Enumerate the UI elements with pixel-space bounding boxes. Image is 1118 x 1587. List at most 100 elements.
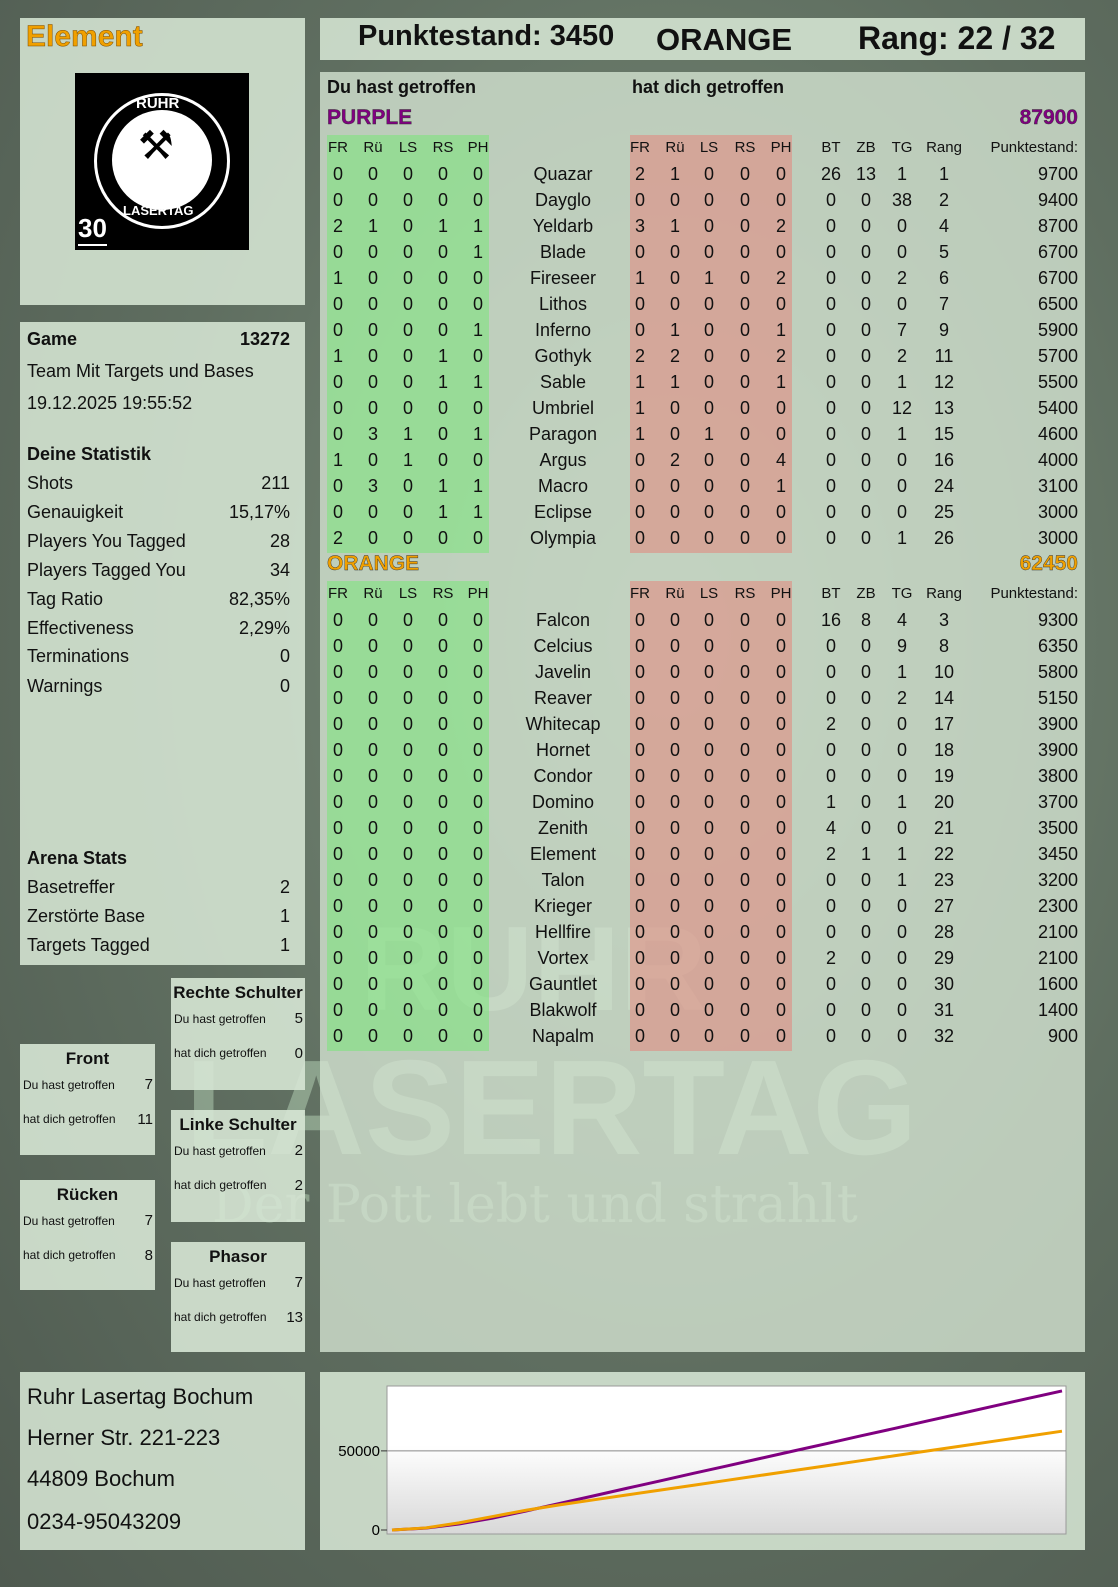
column-header: Punktestand:: [990, 585, 1078, 602]
table-row: 1 0 0 0 0 Fireseer 1 0 1 0 2 0 0 2 6 6700: [320, 268, 1085, 294]
stat-cell: 0: [472, 948, 484, 968]
stat-cell: 1: [775, 320, 787, 340]
table-row: 0 0 0 0 0 Hellfire 0 0 0 0 0 0 0 0 28 2100: [320, 922, 1085, 948]
column-header: Rü: [665, 139, 685, 156]
zone-hit-by-label: hat dich getroffen: [23, 1248, 116, 1262]
stat-cell: 0: [703, 1000, 715, 1020]
stat-cell: 0: [896, 1026, 908, 1046]
stat-cell: 0: [367, 346, 379, 366]
stat-cell: 0: [402, 662, 414, 682]
score-cell: 3100: [1037, 476, 1078, 496]
stat-cell: 0: [860, 294, 872, 314]
stat-cell: 0: [703, 974, 715, 994]
player-name: Element: [26, 20, 143, 54]
stat-cell: 0: [367, 948, 379, 968]
column-header: PH: [770, 585, 792, 602]
column-header: RS: [432, 585, 454, 602]
player-name-cell: Inferno: [534, 320, 592, 340]
stat-cell: 0: [634, 974, 646, 994]
stat-cell: 0: [634, 528, 646, 548]
stat-cell: 0: [896, 502, 908, 522]
stat-cell: 0: [775, 714, 787, 734]
stat-cell: 0: [739, 346, 751, 366]
stat-cell: 0: [472, 164, 484, 184]
team-score: 62450: [1019, 552, 1078, 575]
stat-cell: 0: [367, 610, 379, 630]
stat-cell: 0: [437, 268, 449, 288]
stat-cell: 0: [367, 190, 379, 210]
stat-cell: 0: [332, 948, 344, 968]
stat-cell: 0: [332, 792, 344, 812]
arena-label: Basetreffer: [27, 877, 115, 897]
stat-cell: 1: [703, 268, 715, 288]
stat-cell: 1: [472, 242, 484, 262]
player-name-cell: Reaver: [533, 688, 593, 708]
score-cell: 9400: [1037, 190, 1078, 210]
zone-hit-by-label: hat dich getroffen: [174, 1178, 267, 1192]
chart-panel: 0 50000: [320, 1372, 1085, 1550]
stat-cell: 0: [860, 502, 872, 522]
player-name-cell: Whitecap: [525, 714, 601, 734]
stat-cell: 38: [891, 190, 913, 210]
stat-cell: 0: [402, 714, 414, 734]
venue-city: 44809 Bochum: [27, 1466, 175, 1491]
stat-cell: 0: [896, 974, 908, 994]
stat-cell: 0: [402, 610, 414, 630]
plot-area: [386, 1385, 1067, 1535]
stat-cell: 0: [634, 896, 646, 916]
stat-cell: 1: [367, 216, 379, 236]
stat-cell: 17: [933, 714, 955, 734]
stat-cell: 0: [669, 424, 681, 444]
hit-you-band: [630, 581, 792, 1051]
stat-cell: 0: [825, 740, 837, 760]
stat-cell: 0: [739, 528, 751, 548]
column-header: LS: [699, 139, 719, 156]
stat-cell: 0: [669, 1026, 681, 1046]
stat-cell: 2: [825, 948, 837, 968]
stat-cell: 0: [402, 346, 414, 366]
column-header: TG: [891, 139, 913, 156]
player-name-cell: Element: [529, 844, 597, 864]
table-row: 0 0 0 0 0 Umbriel 1 0 0 0 0 0 0 12 13 5400: [320, 398, 1085, 424]
stat-cell: 15: [933, 424, 955, 444]
stat-cell: 0: [634, 320, 646, 340]
stat-cell: 0: [896, 242, 908, 262]
stat-cell: 0: [332, 740, 344, 760]
column-header: Rang: [926, 139, 962, 156]
stat-cell: 0: [402, 164, 414, 184]
stat-label: Terminations: [27, 646, 130, 666]
stat-cell: 0: [472, 398, 484, 418]
stat-cell: 0: [437, 610, 449, 630]
stat-cell: 0: [472, 740, 484, 760]
player-name-cell: Eclipse: [533, 502, 593, 522]
player-name-cell: Talon: [541, 870, 585, 890]
player-name-cell: Vortex: [537, 948, 589, 968]
stat-cell: 0: [367, 502, 379, 522]
stat-cell: 5: [938, 242, 950, 262]
stat-cell: 0: [825, 320, 837, 340]
player-name-cell: Blade: [539, 242, 587, 262]
stat-cell: 0: [367, 714, 379, 734]
stat-cell: 0: [775, 740, 787, 760]
stat-cell: 0: [825, 502, 837, 522]
stat-value: 211: [261, 473, 290, 493]
stat-cell: 0: [332, 688, 344, 708]
stat-cell: 0: [739, 818, 751, 838]
player-name-cell: Yeldarb: [532, 216, 594, 236]
stat-cell: 0: [739, 476, 751, 496]
table-row: 0 0 0 0 0 Element 0 0 0 0 0 2 1 1 22 3450: [320, 844, 1085, 870]
stat-cell: 1: [437, 216, 449, 236]
logo-text: LASERTAG: [123, 203, 194, 218]
stat-cell: 0: [437, 974, 449, 994]
player-name-cell: Napalm: [531, 1026, 595, 1046]
stat-cell: 3: [367, 476, 379, 496]
score-cell: 5150: [1037, 688, 1078, 708]
stat-cell: 0: [634, 502, 646, 522]
stat-cell: 0: [739, 424, 751, 444]
stat-cell: 0: [472, 844, 484, 864]
score-cell: 1400: [1037, 1000, 1078, 1020]
score-cell: 5500: [1037, 372, 1078, 392]
stat-cell: 0: [669, 190, 681, 210]
stat-label: Players Tagged You: [27, 560, 186, 580]
player-name-cell: Hellfire: [534, 922, 592, 942]
